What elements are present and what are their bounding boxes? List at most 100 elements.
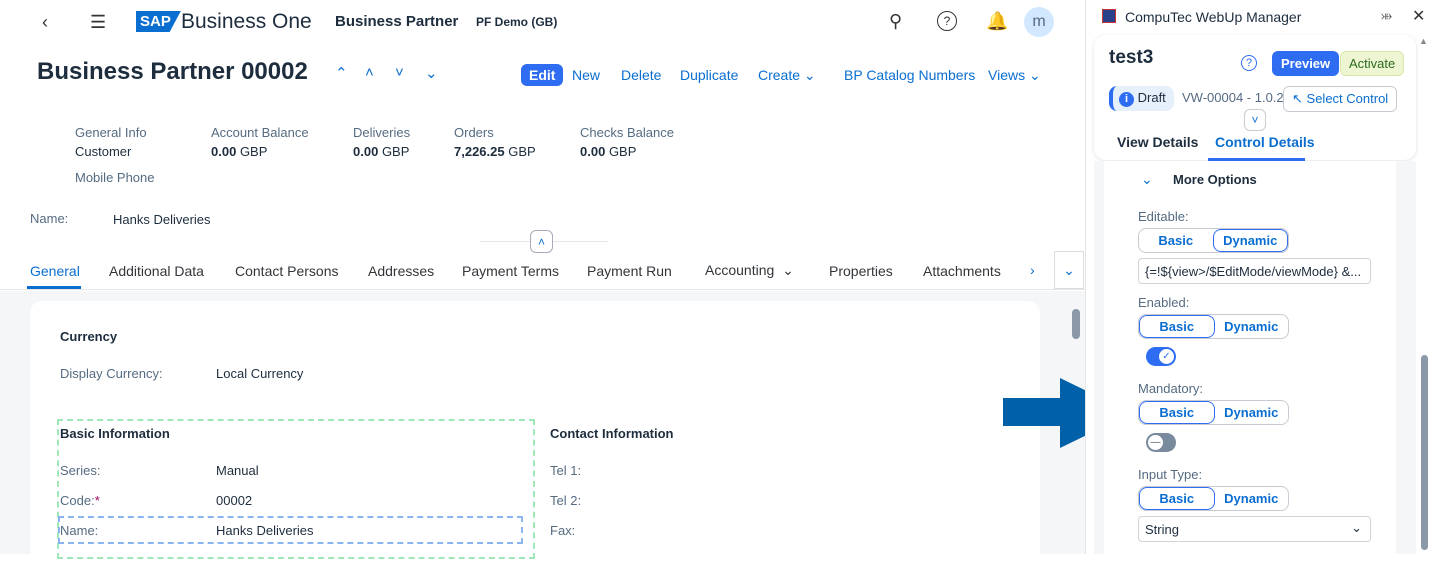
editable-mode-toggle[interactable]: Basic Dynamic [1138,228,1289,253]
basic-info-title: Basic Information [60,426,170,441]
avatar[interactable]: m [1024,7,1054,37]
webup-manager-panel: CompuTec WebUp Manager ⤕ ✕ test3 ? Previ… [1085,0,1439,554]
create-button[interactable]: Create ⌄ [758,64,816,86]
status-text: Draft [1137,90,1166,105]
help-icon[interactable]: ? [937,11,957,31]
dynamic-option[interactable]: Dynamic [1224,491,1279,506]
minus-icon: — [1148,435,1163,450]
tab-accounting[interactable]: Accounting ⌄ [705,262,794,279]
next-icon[interactable]: ˅ [395,64,404,81]
basic-option[interactable]: Basic [1139,487,1215,510]
page-title: Business Partner 00002 [37,58,308,85]
bell-icon[interactable]: 🔔 [986,11,1009,31]
kpi-unit: GBP [239,144,268,159]
kpi-value: 0.00 [211,144,237,159]
status-badge: i Draft [1109,86,1174,111]
tab-addresses[interactable]: Addresses [368,263,435,279]
currency-title: Currency [60,329,118,344]
scroll-up-icon[interactable]: ▲ [1419,36,1428,46]
chevron-down-icon[interactable]: ⌄ [1141,171,1153,187]
tab-attachments[interactable]: Attachments [923,263,1001,279]
basic-option[interactable]: Basic [1158,233,1194,248]
tab-contact-persons[interactable]: Contact Persons [235,263,339,279]
unpin-icon[interactable]: ⤕ [1381,7,1393,23]
bp-catalog-button[interactable]: BP Catalog Numbers [844,67,976,83]
tab-general[interactable]: General [30,263,80,279]
tab-overflow-button[interactable]: ⌄ [1054,251,1084,289]
view-name: test3 [1109,47,1154,68]
collapse-header-button[interactable]: ˄ [530,230,553,253]
tab-control-details[interactable]: Control Details [1215,134,1315,150]
back-icon[interactable]: ‹ [42,12,48,32]
code-label-text: Code: [60,493,95,508]
version-text: VW-00004 - 1.0.2 [1182,90,1284,105]
new-button[interactable]: New [572,67,601,83]
tab-payment-run[interactable]: Payment Run [587,263,672,279]
kpi-value: 0.00 [353,144,379,159]
dynamic-option[interactable]: Dynamic [1212,229,1288,252]
delete-button[interactable]: Delete [621,67,662,83]
tel1-label: Tel 1: [550,463,582,478]
panel-scrollbar[interactable] [1421,355,1428,550]
tab-additional-data[interactable]: Additional Data [109,263,204,279]
kpi-label: Account Balance [211,125,309,140]
kpi-label: General Info [75,125,147,140]
basic-option[interactable]: Basic [1139,401,1215,424]
app-title: Business Partner [335,13,459,30]
content-scrollbar[interactable] [1072,309,1080,339]
tab-payment-terms[interactable]: Payment Terms [462,263,559,279]
product-name: Business One [181,10,312,33]
input-type-select[interactable]: String ⌄ [1138,516,1371,542]
tab-properties[interactable]: Properties [829,263,893,279]
chevron-down-icon: ⌄ [1028,67,1041,83]
enabled-mode-toggle[interactable]: Basic Dynamic [1138,314,1289,339]
expand-header-button[interactable]: ˅ [1244,109,1266,131]
last-icon[interactable]: ⌄ [425,65,438,82]
help-icon[interactable]: ? [1241,55,1257,71]
close-icon[interactable]: ✕ [1412,8,1426,25]
name-field-highlight[interactable] [58,516,523,544]
enabled-switch[interactable]: ✓ [1146,347,1176,366]
main-area: ‹ ☰ SAP Business One Business Partner PF… [0,7,1085,559]
input-type-label: Input Type: [1138,467,1203,482]
dynamic-option[interactable]: Dynamic [1224,319,1279,334]
name-field-value: Hanks Deliveries [216,523,314,538]
edit-button[interactable]: Edit [521,64,564,86]
kpi-label: Deliveries [353,125,411,140]
input-type-value: String [1145,522,1179,537]
duplicate-button[interactable]: Duplicate [680,67,739,83]
search-icon[interactable]: ⚲ [889,11,903,31]
kpi-label: Checks Balance [580,125,674,140]
cursor-icon: ↖ [1292,91,1303,106]
divider [0,289,1085,290]
activate-button[interactable]: Activate [1340,51,1405,76]
menu-list-icon[interactable]: ☰ [90,12,107,32]
sap-logo: SAP [136,11,181,32]
mandatory-mode-toggle[interactable]: Basic Dynamic [1138,400,1289,425]
chevron-right-icon[interactable]: › [1030,262,1035,278]
series-value: Manual [216,463,259,478]
first-icon[interactable]: ⌃ [335,65,348,82]
tab-indicator [1208,158,1305,161]
company-name[interactable]: PF Demo (GB) [476,15,558,29]
kpi-unit: GBP [381,144,410,159]
create-label: Create [758,67,801,83]
kpi-label: Orders [454,125,494,140]
select-control-label: Select Control [1306,91,1389,106]
previous-icon[interactable]: ˄ [365,64,374,81]
contact-info-title: Contact Information [550,426,674,441]
editable-expression-input[interactable]: {=!${view>/$EditMode/viewMode} &... [1138,258,1371,284]
basic-option[interactable]: Basic [1139,315,1215,338]
tab-view-details[interactable]: View Details [1117,134,1199,150]
views-button[interactable]: Views ⌄ [988,64,1041,86]
mandatory-switch[interactable]: — [1146,433,1176,452]
dynamic-option[interactable]: Dynamic [1224,405,1279,420]
more-options-title: More Options [1173,172,1257,187]
chevron-down-icon: ⌄ [782,262,794,278]
tel2-label: Tel 2: [550,493,582,508]
code-label: Code:* [60,493,100,508]
select-control-button[interactable]: ↖ Select Control [1283,86,1398,112]
kpi-general-info: General Info Customer [75,125,147,159]
preview-button[interactable]: Preview [1272,51,1340,76]
input-type-mode-toggle[interactable]: Basic Dynamic [1138,486,1289,511]
